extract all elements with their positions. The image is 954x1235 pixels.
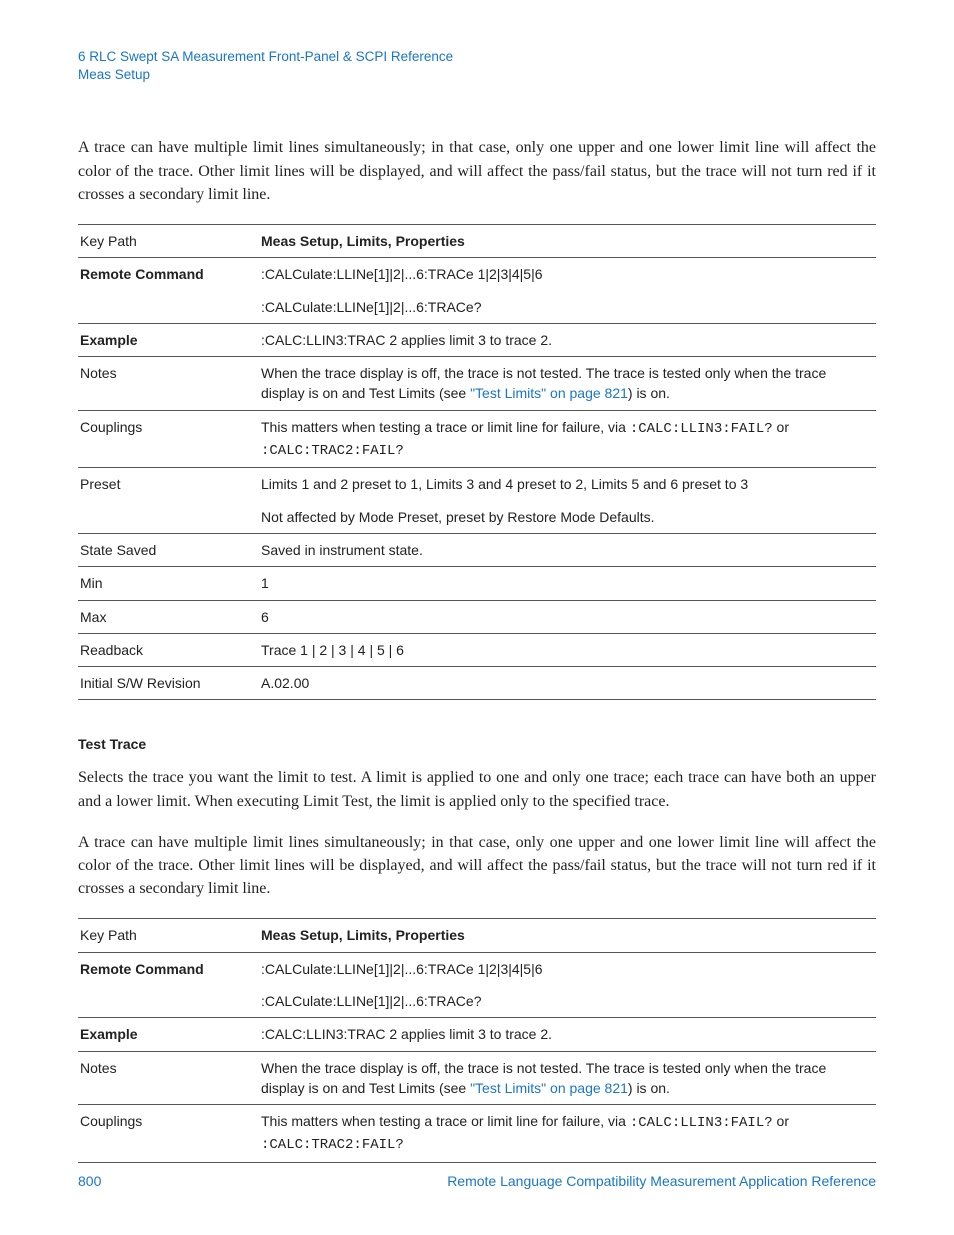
notes-post: ) is on. [628,385,670,401]
para-intro-1: A trace can have multiple limit lines si… [78,136,876,206]
notes-value: When the trace display is off, the trace… [259,1051,876,1105]
couplings-cmd-1: :CALC:LLIN3:FAIL? [630,421,773,437]
test-trace-heading: Test Trace [78,736,876,752]
couplings-cmd-2: :CALC:TRAC2:FAIL? [261,443,404,459]
max-value: 6 [259,600,876,633]
revision-label: Initial S/W Revision [78,667,259,700]
couplings-mid: or [773,1113,789,1129]
couplings-pre: This matters when testing a trace or lim… [261,1113,630,1129]
footer-title: Remote Language Compatibility Measuremen… [447,1173,876,1189]
blank-cell [78,501,259,534]
keypath-label: Key Path [78,225,259,258]
readback-label: Readback [78,633,259,666]
remote-command-1: :CALCulate:LLINe[1]|2|...6:TRACe 1|2|3|4… [259,952,876,985]
para-test-trace-1: Selects the trace you want the limit to … [78,766,876,812]
couplings-value: This matters when testing a trace or lim… [259,1105,876,1163]
couplings-value: This matters when testing a trace or lim… [259,410,876,468]
state-saved-label: State Saved [78,533,259,566]
example-value: :CALC:LLIN3:TRAC 2 applies limit 3 to tr… [259,323,876,356]
couplings-cmd-2: :CALC:TRAC2:FAIL? [261,1137,404,1153]
readback-value: Trace 1 | 2 | 3 | 4 | 5 | 6 [259,633,876,666]
keypath-value: Meas Setup, Limits, Properties [259,225,876,258]
example-value: :CALC:LLIN3:TRAC 2 applies limit 3 to tr… [259,1018,876,1051]
couplings-label: Couplings [78,410,259,468]
example-label: Example [78,323,259,356]
para-test-trace-2: A trace can have multiple limit lines si… [78,831,876,901]
remote-command-label: Remote Command [78,258,259,291]
header-section: Meas Setup [78,66,876,84]
remote-command-2: :CALCulate:LLINe[1]|2|...6:TRACe? [259,291,876,324]
notes-label: Notes [78,1051,259,1105]
couplings-label: Couplings [78,1105,259,1163]
blank-cell [78,291,259,324]
keypath-label: Key Path [78,919,259,952]
max-label: Max [78,600,259,633]
preset-value-1: Limits 1 and 2 preset to 1, Limits 3 and… [259,468,876,501]
reference-table-1: Key Path Meas Setup, Limits, Properties … [78,224,876,700]
keypath-value: Meas Setup, Limits, Properties [259,919,876,952]
test-limits-link[interactable]: "Test Limits" on page 821 [470,385,628,401]
preset-value-2: Not affected by Mode Preset, preset by R… [259,501,876,534]
preset-label: Preset [78,468,259,501]
couplings-pre: This matters when testing a trace or lim… [261,419,630,435]
couplings-cmd-1: :CALC:LLIN3:FAIL? [630,1115,773,1131]
remote-command-1: :CALCulate:LLINe[1]|2|...6:TRACe 1|2|3|4… [259,258,876,291]
revision-value: A.02.00 [259,667,876,700]
remote-command-label: Remote Command [78,952,259,985]
notes-post: ) is on. [628,1080,670,1096]
page-number: 800 [78,1173,101,1189]
state-saved-value: Saved in instrument state. [259,533,876,566]
remote-command-2: :CALCulate:LLINe[1]|2|...6:TRACe? [259,985,876,1018]
couplings-mid: or [773,419,789,435]
min-label: Min [78,567,259,600]
page-footer: 800 Remote Language Compatibility Measur… [78,1173,876,1189]
example-label: Example [78,1018,259,1051]
reference-table-2: Key Path Meas Setup, Limits, Properties … [78,918,876,1162]
min-value: 1 [259,567,876,600]
test-limits-link[interactable]: "Test Limits" on page 821 [470,1080,628,1096]
blank-cell [78,985,259,1018]
notes-value: When the trace display is off, the trace… [259,357,876,411]
header-chapter: 6 RLC Swept SA Measurement Front-Panel &… [78,48,876,66]
notes-label: Notes [78,357,259,411]
